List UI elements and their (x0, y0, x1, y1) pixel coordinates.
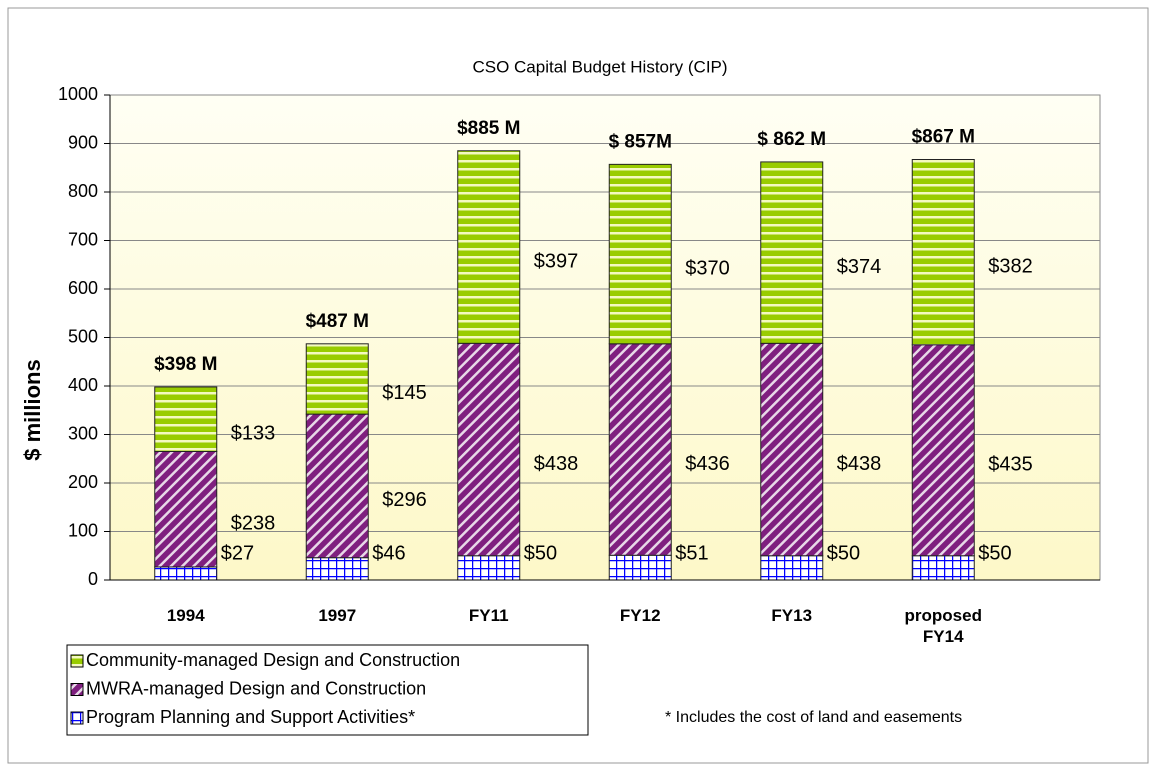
y-tick-label: 900 (68, 132, 98, 152)
value-label: $50 (524, 542, 557, 564)
legend-swatch (70, 711, 84, 725)
total-label: $885 M (457, 118, 520, 139)
value-label: $296 (382, 489, 427, 511)
y-tick-label: 200 (68, 472, 98, 492)
y-tick-label: 700 (68, 229, 98, 249)
y-axis-label: $ millions (20, 359, 45, 460)
legend-label: MWRA-managed Design and Construction (86, 678, 426, 698)
bar-segment (760, 161, 824, 344)
y-tick-label: 300 (68, 423, 98, 443)
bar-segment (760, 555, 824, 581)
legend (66, 644, 589, 736)
bar-segment (305, 413, 369, 559)
x-tick-label: FY11 (468, 606, 509, 625)
legend-label: Community-managed Design and Constructio… (86, 650, 460, 670)
value-label: $374 (837, 256, 882, 278)
value-label: $438 (534, 453, 579, 475)
x-tick-label: 1997 (318, 606, 357, 625)
x-tick-label: 1994 (166, 606, 205, 625)
total-label: $ 862 M (757, 129, 826, 150)
bar-segment (457, 342, 521, 557)
value-label: $133 (231, 423, 276, 445)
bar-segment (911, 555, 975, 581)
bar-segment (154, 566, 218, 581)
bar-segment (608, 554, 672, 581)
bar-segment (911, 344, 975, 557)
y-tick-label: 100 (68, 520, 98, 540)
bar-segment (154, 386, 218, 452)
bar-segment (305, 557, 369, 581)
y-tick-label: 400 (68, 375, 98, 395)
y-tick-label: 1000 (58, 84, 98, 104)
legend-label: Program Planning and Support Activities* (86, 707, 415, 727)
bar-segment (608, 163, 672, 345)
frame (7, 7, 1149, 764)
x-tick-label: proposed FY14 (904, 606, 982, 646)
total-label: $867 M (912, 127, 975, 148)
x-tick-label: FY12 (619, 606, 661, 625)
value-label: $51 (675, 542, 708, 564)
value-label: $438 (837, 453, 882, 475)
bar-segment (154, 450, 218, 568)
value-label: $238 (231, 512, 276, 534)
value-label: $370 (685, 257, 730, 279)
value-label: $27 (221, 542, 254, 564)
legend-swatch (70, 683, 84, 696)
value-label: $382 (988, 255, 1033, 277)
bar-segment (457, 150, 521, 344)
chart-title: CSO Capital Budget History (CIP) (472, 57, 727, 76)
y-tick-label: 500 (68, 326, 98, 346)
y-tick-label: 800 (68, 181, 98, 201)
x-tick-label: FY13 (771, 606, 813, 625)
bar-segment (457, 555, 521, 581)
value-label: $50 (827, 542, 860, 564)
bar-segment (760, 342, 824, 557)
y-tick-label: 600 (68, 278, 98, 298)
total-label: $ 857M (609, 131, 672, 152)
value-label: $145 (382, 382, 427, 404)
value-label: $436 (685, 453, 730, 475)
value-label: $397 (534, 250, 579, 272)
bar-segment (608, 343, 672, 556)
value-label: $50 (978, 542, 1011, 564)
total-label: $487 M (306, 311, 369, 332)
total-label: $398 M (154, 354, 217, 375)
bar-segment (305, 343, 369, 415)
value-label: $46 (372, 542, 405, 564)
y-tick-label: 0 (88, 569, 98, 589)
value-label: $435 (988, 454, 1033, 476)
legend-swatch (70, 654, 84, 668)
bar-segment (911, 159, 975, 346)
footnote: * Includes the cost of land and easement… (665, 709, 962, 726)
